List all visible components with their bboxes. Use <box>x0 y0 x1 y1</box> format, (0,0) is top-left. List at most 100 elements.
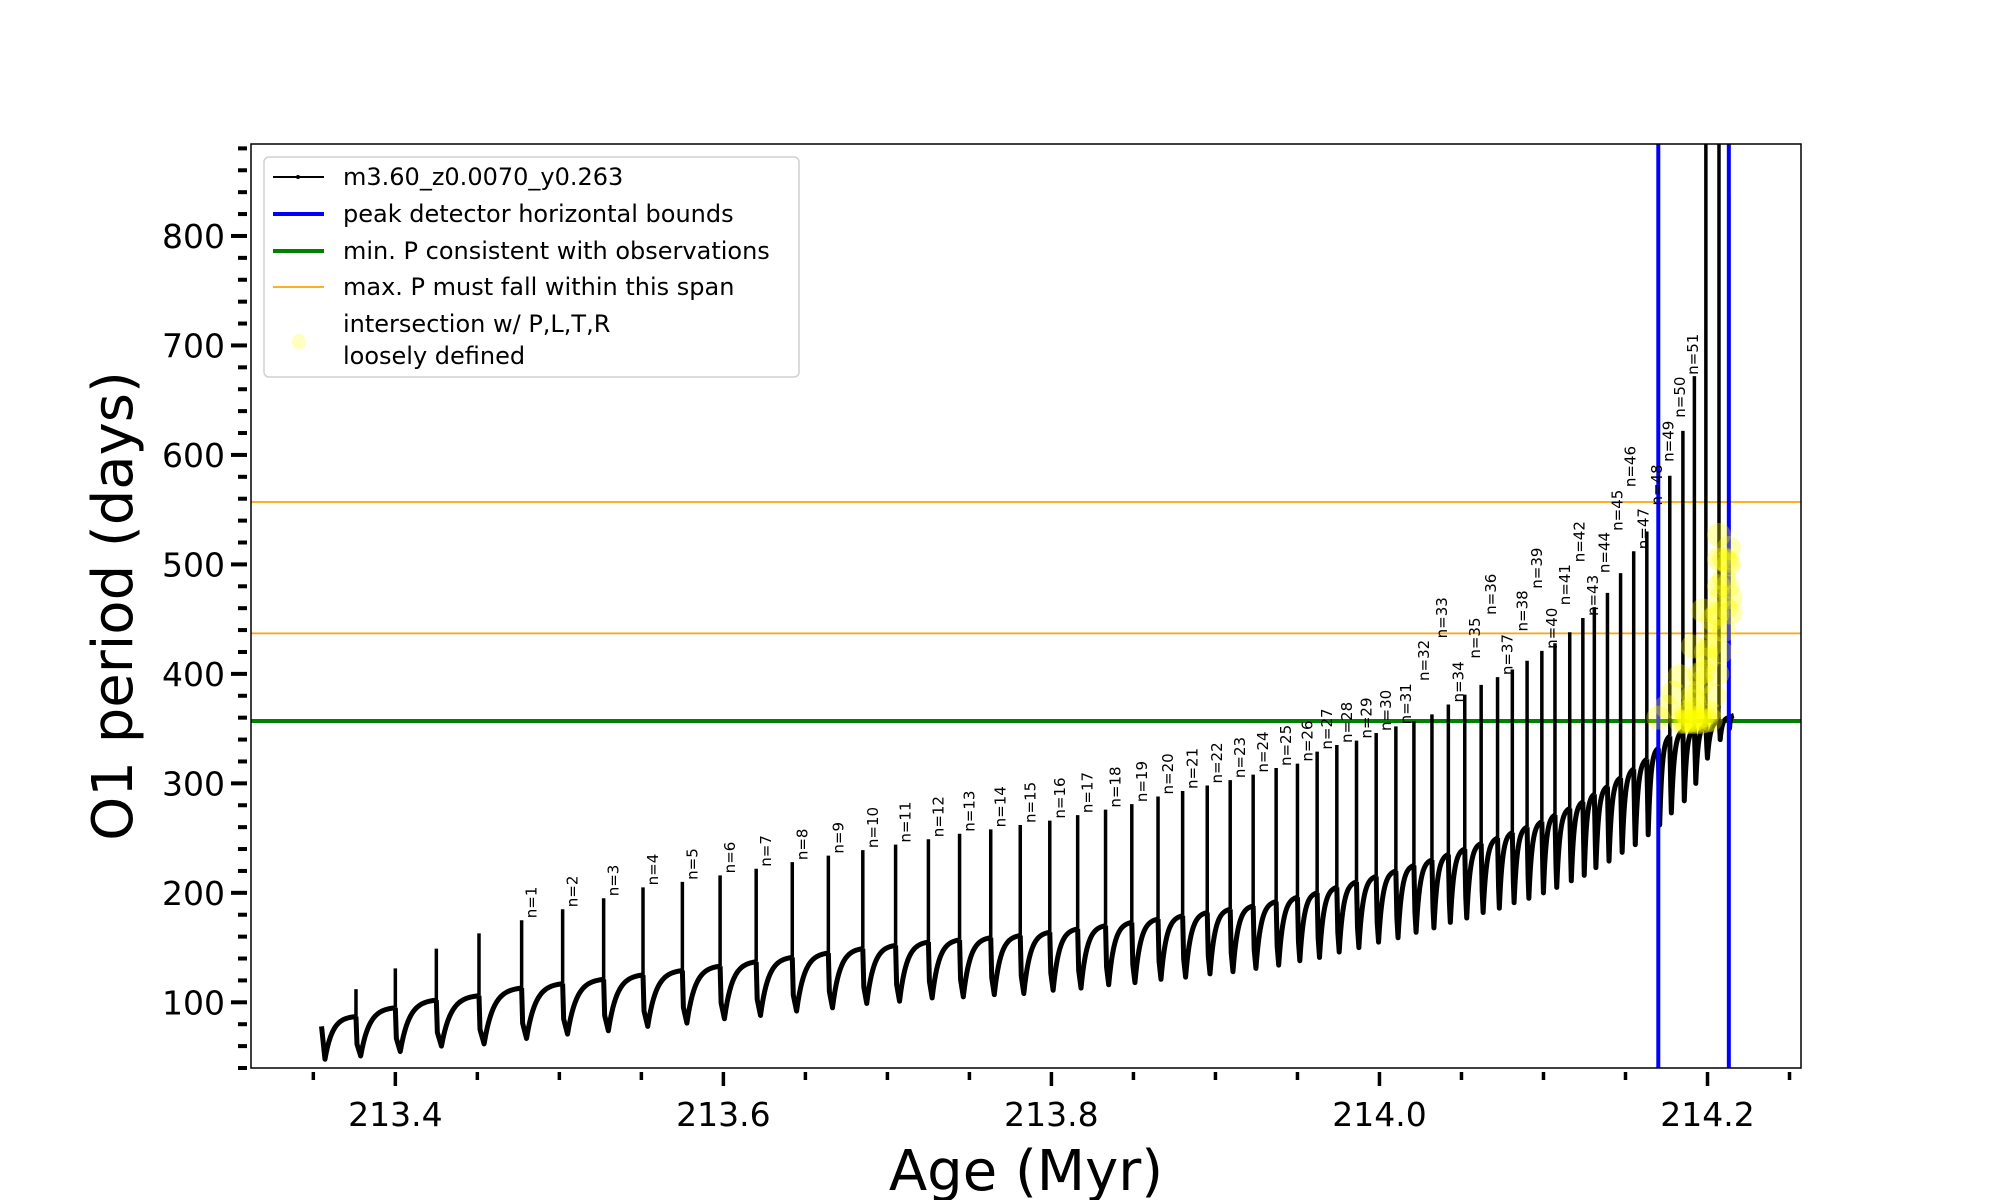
pulse-recovery-curve <box>925 937 961 1001</box>
pulse-recovery-curve <box>679 963 722 1026</box>
pulse-label: n=31 <box>1397 683 1415 724</box>
pulse-recovery-curve <box>717 959 758 1022</box>
legend-box <box>263 156 800 378</box>
pulse-label: n=13 <box>961 791 979 832</box>
plot-frame <box>250 143 1802 1069</box>
pulse-label: n=25 <box>1277 725 1295 766</box>
intersection-point <box>1687 661 1712 686</box>
legend: m3.60_z0.0070_y0.263 peak detector horiz… <box>263 156 800 378</box>
pulse-label: n=28 <box>1338 702 1356 743</box>
pulse-label: n=42 <box>1571 521 1589 562</box>
pulse-label: n=46 <box>1622 446 1640 487</box>
intersection-point <box>1706 546 1731 571</box>
pulse-recovery-curve <box>601 972 645 1034</box>
pulse-recovery-curve <box>825 946 865 1011</box>
pulse-recovery-curve <box>1373 868 1398 945</box>
pulse-label: n=6 <box>721 842 739 874</box>
pulse-label: n=37 <box>1499 634 1517 675</box>
pulse-label: n=43 <box>1584 575 1602 616</box>
intersection-point <box>1702 683 1727 708</box>
intersection-point <box>1675 703 1700 728</box>
intersection-point <box>1700 607 1725 632</box>
intersection-point <box>1706 574 1731 599</box>
legend-handle-model-marker <box>296 175 300 179</box>
x-tick-label: 213.4 <box>348 1095 442 1134</box>
y-tick-label: 700 <box>162 326 225 365</box>
intersection-point <box>1667 664 1692 689</box>
pulse-label: n=22 <box>1208 742 1226 783</box>
pulse-label: n=9 <box>829 822 847 854</box>
pulse-recovery-curve <box>1047 926 1080 993</box>
pulse-label: n=15 <box>1021 782 1039 823</box>
intersection-point <box>1713 596 1738 621</box>
pulse-recovery-curve <box>753 954 794 1018</box>
intersection-point <box>1718 585 1743 610</box>
pulse-label: n=18 <box>1107 766 1125 807</box>
legend-label-intersection-line1: intersection w/ P,L,T,R <box>343 310 610 338</box>
pulse-labels: n=1 n=2 n=3 n=4 n=5 n=6 n=7 n=8 n=9 n=10 n=11 n=12 n… <box>523 334 1702 919</box>
pulse-label: n=38 <box>1513 590 1531 631</box>
legend-label-intersection-line2: loosely defined <box>343 342 525 370</box>
y-tick-label: 400 <box>162 655 225 694</box>
y-tick-label: 300 <box>162 764 225 803</box>
pulse-label: n=21 <box>1184 748 1202 789</box>
pulse-label: n=35 <box>1466 618 1484 659</box>
pulse-recovery-curve <box>988 933 1022 998</box>
x-tick-label: 213.6 <box>676 1095 770 1134</box>
pulse-label: n=14 <box>992 786 1010 827</box>
intersection-point <box>1680 683 1705 708</box>
intersection-point <box>1702 618 1727 643</box>
pulse-label: n=29 <box>1358 697 1376 738</box>
pulse-recovery-curve <box>1429 852 1451 931</box>
pulse-recovery-curve <box>1478 835 1500 916</box>
intersection-point <box>1690 598 1715 623</box>
x-axis-label: Age (Myr) <box>889 1139 1163 1200</box>
pulse-recovery-curve <box>789 950 830 1014</box>
pulse-label: n=26 <box>1298 720 1316 761</box>
y-tick-label: 500 <box>162 545 225 584</box>
intersection-point <box>1715 549 1740 574</box>
y-tick-label: 600 <box>162 436 225 475</box>
intersection-point <box>1716 552 1741 577</box>
pulse-label: n=33 <box>1433 597 1451 638</box>
pulse-recovery-curve <box>1129 916 1160 986</box>
pulse-recovery-curve <box>1250 899 1278 971</box>
intersection-point <box>1711 546 1736 571</box>
pulse-label: n=27 <box>1318 708 1336 749</box>
y-tick-label: 100 <box>162 983 225 1022</box>
intersection-point <box>1705 601 1730 626</box>
pulse-label: n=3 <box>605 865 623 897</box>
intersection-point <box>1672 708 1697 733</box>
pulse-label: n=48 <box>1648 464 1666 505</box>
pulse-recovery-curve <box>640 968 684 1029</box>
pulse-recovery-curve <box>1204 906 1232 977</box>
pulse-recovery-curve <box>1180 910 1209 980</box>
legend-handle-intersection <box>292 334 306 350</box>
pulse-label: n=44 <box>1595 532 1613 573</box>
intersection-point <box>1711 566 1736 591</box>
intersection-point <box>1698 633 1723 658</box>
intersection-point <box>1682 707 1707 732</box>
pulse-label: n=19 <box>1133 761 1151 802</box>
intersection-point <box>1688 710 1713 735</box>
pulse-label: n=23 <box>1231 737 1249 778</box>
pulse-label: n=39 <box>1528 548 1546 589</box>
pulse-label: n=7 <box>757 835 775 867</box>
pulse-label: n=5 <box>683 848 701 880</box>
intersection-point <box>1646 705 1671 730</box>
pulse-label: n=45 <box>1608 490 1626 531</box>
intersection-point <box>1697 700 1722 725</box>
pulse-label: n=2 <box>564 876 582 908</box>
pulse-label: n=50 <box>1671 377 1689 418</box>
intersection-point <box>1693 639 1718 664</box>
pulse-recovery-curve <box>1354 874 1378 951</box>
intersection-point <box>1677 708 1702 733</box>
pulse-label: n=11 <box>897 801 915 842</box>
intersection-point <box>1687 705 1712 730</box>
x-axis: 213.4 213.6 213.8 214.0 214.2 <box>311 1072 1792 1134</box>
pulse-recovery-curve <box>1227 903 1255 975</box>
pulse-recovery-curve <box>433 993 480 1049</box>
pulse-label: n=34 <box>1449 661 1467 702</box>
intersection-point <box>1711 618 1736 643</box>
pulse-label: n=32 <box>1415 640 1433 681</box>
